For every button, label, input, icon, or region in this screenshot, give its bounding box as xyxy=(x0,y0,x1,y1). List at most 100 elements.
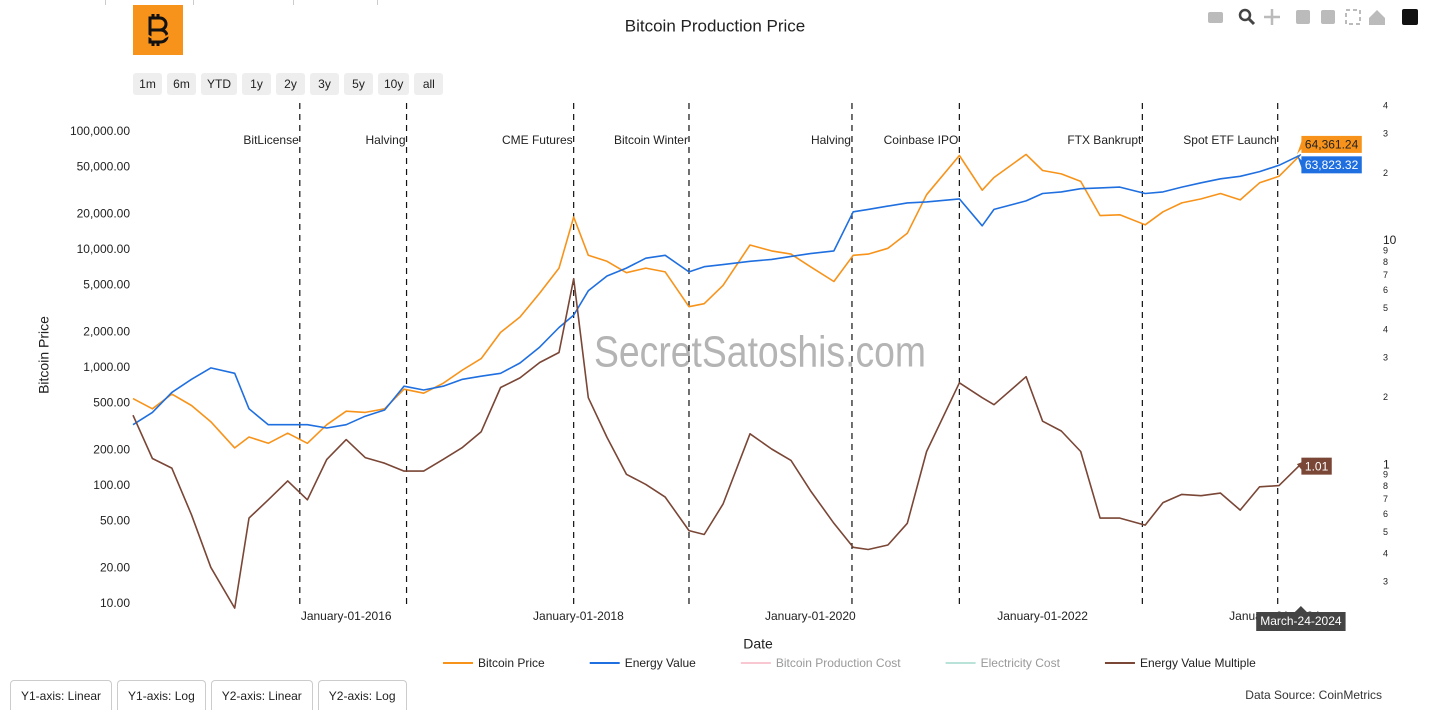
icon-pan[interactable] xyxy=(1264,9,1280,25)
y-tick-label: 100.00 xyxy=(93,478,130,492)
range-button[interactable]: 3y xyxy=(310,73,339,95)
legend-label: Energy Value xyxy=(625,656,696,670)
y-tick-label: 500.00 xyxy=(93,396,130,410)
end-label-text: 1.01 xyxy=(1305,459,1329,473)
logo xyxy=(133,5,183,55)
hover-box xyxy=(1256,612,1346,631)
icon-autoscale[interactable] xyxy=(1345,9,1361,25)
watermark: SecretSatoshis.com xyxy=(594,328,926,377)
icon-zoom-out[interactable] xyxy=(1321,10,1335,24)
event-label: BitLicense xyxy=(243,133,299,147)
event-label: Bitcoin Winter xyxy=(614,133,688,147)
y2-tick-label: 10 xyxy=(1383,233,1397,247)
icon-camera[interactable] xyxy=(1208,12,1223,23)
y2-tick-label: 6 xyxy=(1383,509,1388,519)
y2-tick-label: 8 xyxy=(1383,257,1388,267)
event-label: FTX Bankrupt xyxy=(1067,133,1142,147)
series-line xyxy=(132,277,1302,609)
y-tick-label: 200.00 xyxy=(93,443,130,457)
y-tick-label: 100,000.00 xyxy=(70,124,130,138)
modebar[interactable] xyxy=(1208,8,1418,26)
y2-tick-label: 3 xyxy=(1383,353,1388,363)
legend-label: Bitcoin Price xyxy=(478,656,545,670)
range-button[interactable]: YTD xyxy=(201,73,237,95)
legend-label: Energy Value Multiple xyxy=(1140,656,1256,670)
icon-plotly[interactable] xyxy=(1402,9,1418,25)
axis-tab[interactable]: Y2-axis: Log xyxy=(317,680,407,710)
icon-zoom-handle xyxy=(1247,17,1256,26)
axis-tabs: Y1-axis: Linear Y1-axis: Log Y2-axis: Line… xyxy=(10,680,407,710)
y2-tick-label: 5 xyxy=(1383,527,1388,537)
x-tick-label: January-01-2018 xyxy=(533,609,624,623)
y-tick-label: 50,000.00 xyxy=(77,160,131,174)
x-tick-label: January-01-2016 xyxy=(301,609,392,623)
end-label: 1.01 xyxy=(1296,456,1333,476)
y2-tick-label: 2 xyxy=(1383,392,1388,402)
y2-tick-label: 2 xyxy=(1383,168,1388,178)
y-tick-label: 10,000.00 xyxy=(77,242,131,256)
y2-tick-label: 4 xyxy=(1383,549,1388,559)
series-line xyxy=(132,154,1302,429)
y2-tick-label: 3 xyxy=(1383,577,1388,587)
end-label-text: 64,361.24 xyxy=(1305,138,1359,152)
end-label: 63,823.32 xyxy=(1296,154,1363,175)
end-label: 64,361.24 xyxy=(1296,134,1363,155)
y2-tick-label: 1 xyxy=(1383,457,1390,471)
logo-mark xyxy=(148,14,169,46)
y-tick-label: 2,000.00 xyxy=(83,325,130,339)
range-button[interactable]: all xyxy=(414,73,444,95)
y2-tick-label: 9 xyxy=(1383,246,1388,256)
y-tick-label: 20.00 xyxy=(100,561,130,575)
logo-smile xyxy=(145,33,171,40)
range-button[interactable]: 10y xyxy=(378,73,410,95)
y-tick-label: 50.00 xyxy=(100,514,130,528)
x-tick-label: January-01-2022 xyxy=(997,609,1088,623)
axis-tab[interactable]: Y2-axis: Linear xyxy=(210,680,313,710)
hover-text: March-24-2024 xyxy=(1260,614,1342,628)
series-line xyxy=(132,153,1302,449)
event-label: Coinbase IPO xyxy=(884,133,959,147)
event-label: Halving xyxy=(811,133,851,147)
axis-tab[interactable]: Y1-axis: Log xyxy=(117,680,206,710)
y-tick-label: 1,000.00 xyxy=(83,360,130,374)
legend-label: Electricity Cost xyxy=(981,656,1061,670)
chart-title: Bitcoin Production Price xyxy=(625,16,805,35)
y2-tick-label: 9 xyxy=(1383,470,1388,480)
y2-tick-label: 5 xyxy=(1383,303,1388,313)
axis-tab[interactable]: Y1-axis: Linear xyxy=(10,680,113,710)
range-button[interactable]: 5y xyxy=(344,73,373,95)
top-tab-edge xyxy=(193,0,194,5)
y2-tick-label: 7 xyxy=(1383,494,1388,504)
y2-tick-label: 4 xyxy=(1383,101,1388,111)
hover-label: March-24-2024 xyxy=(1256,606,1346,631)
end-label-pointer xyxy=(1296,154,1302,169)
y-tick-label: 20,000.00 xyxy=(77,206,131,220)
range-button[interactable]: 6m xyxy=(167,73,196,95)
end-label-pointer xyxy=(1296,140,1302,155)
icon-zoom-in[interactable] xyxy=(1296,10,1310,24)
event-label: CME Futures xyxy=(502,133,573,147)
range-button[interactable]: 1y xyxy=(242,73,271,95)
y-axis-title: Bitcoin Price xyxy=(36,316,52,394)
top-tab-edge xyxy=(377,0,378,5)
top-tab-edge xyxy=(105,0,106,5)
y2-tick-label: 4 xyxy=(1383,325,1388,335)
y2-tick-label: 7 xyxy=(1383,270,1388,280)
end-label-pointer xyxy=(1296,462,1302,471)
x-axis-title: Date xyxy=(743,636,773,652)
range-button[interactable]: 1m xyxy=(133,73,162,95)
range-selector: 1m 6m YTD 1y 2y 3y 5y 10y all xyxy=(133,73,444,95)
y2-tick-label: 6 xyxy=(1383,285,1388,295)
event-label: Spot ETF Launch xyxy=(1183,133,1276,147)
y2-tick-label: 8 xyxy=(1383,481,1388,491)
range-button[interactable]: 2y xyxy=(276,73,305,95)
data-source: Data Source: CoinMetrics xyxy=(1245,688,1382,702)
icon-zoom[interactable] xyxy=(1238,8,1252,22)
x-tick-label: January-01-2020 xyxy=(765,609,856,623)
event-label: Halving xyxy=(366,133,406,147)
legend-label: Bitcoin Production Cost xyxy=(776,656,901,670)
y2-tick-label: 3 xyxy=(1383,128,1388,138)
icon-home[interactable] xyxy=(1369,10,1385,25)
y-tick-label: 5,000.00 xyxy=(83,278,130,292)
